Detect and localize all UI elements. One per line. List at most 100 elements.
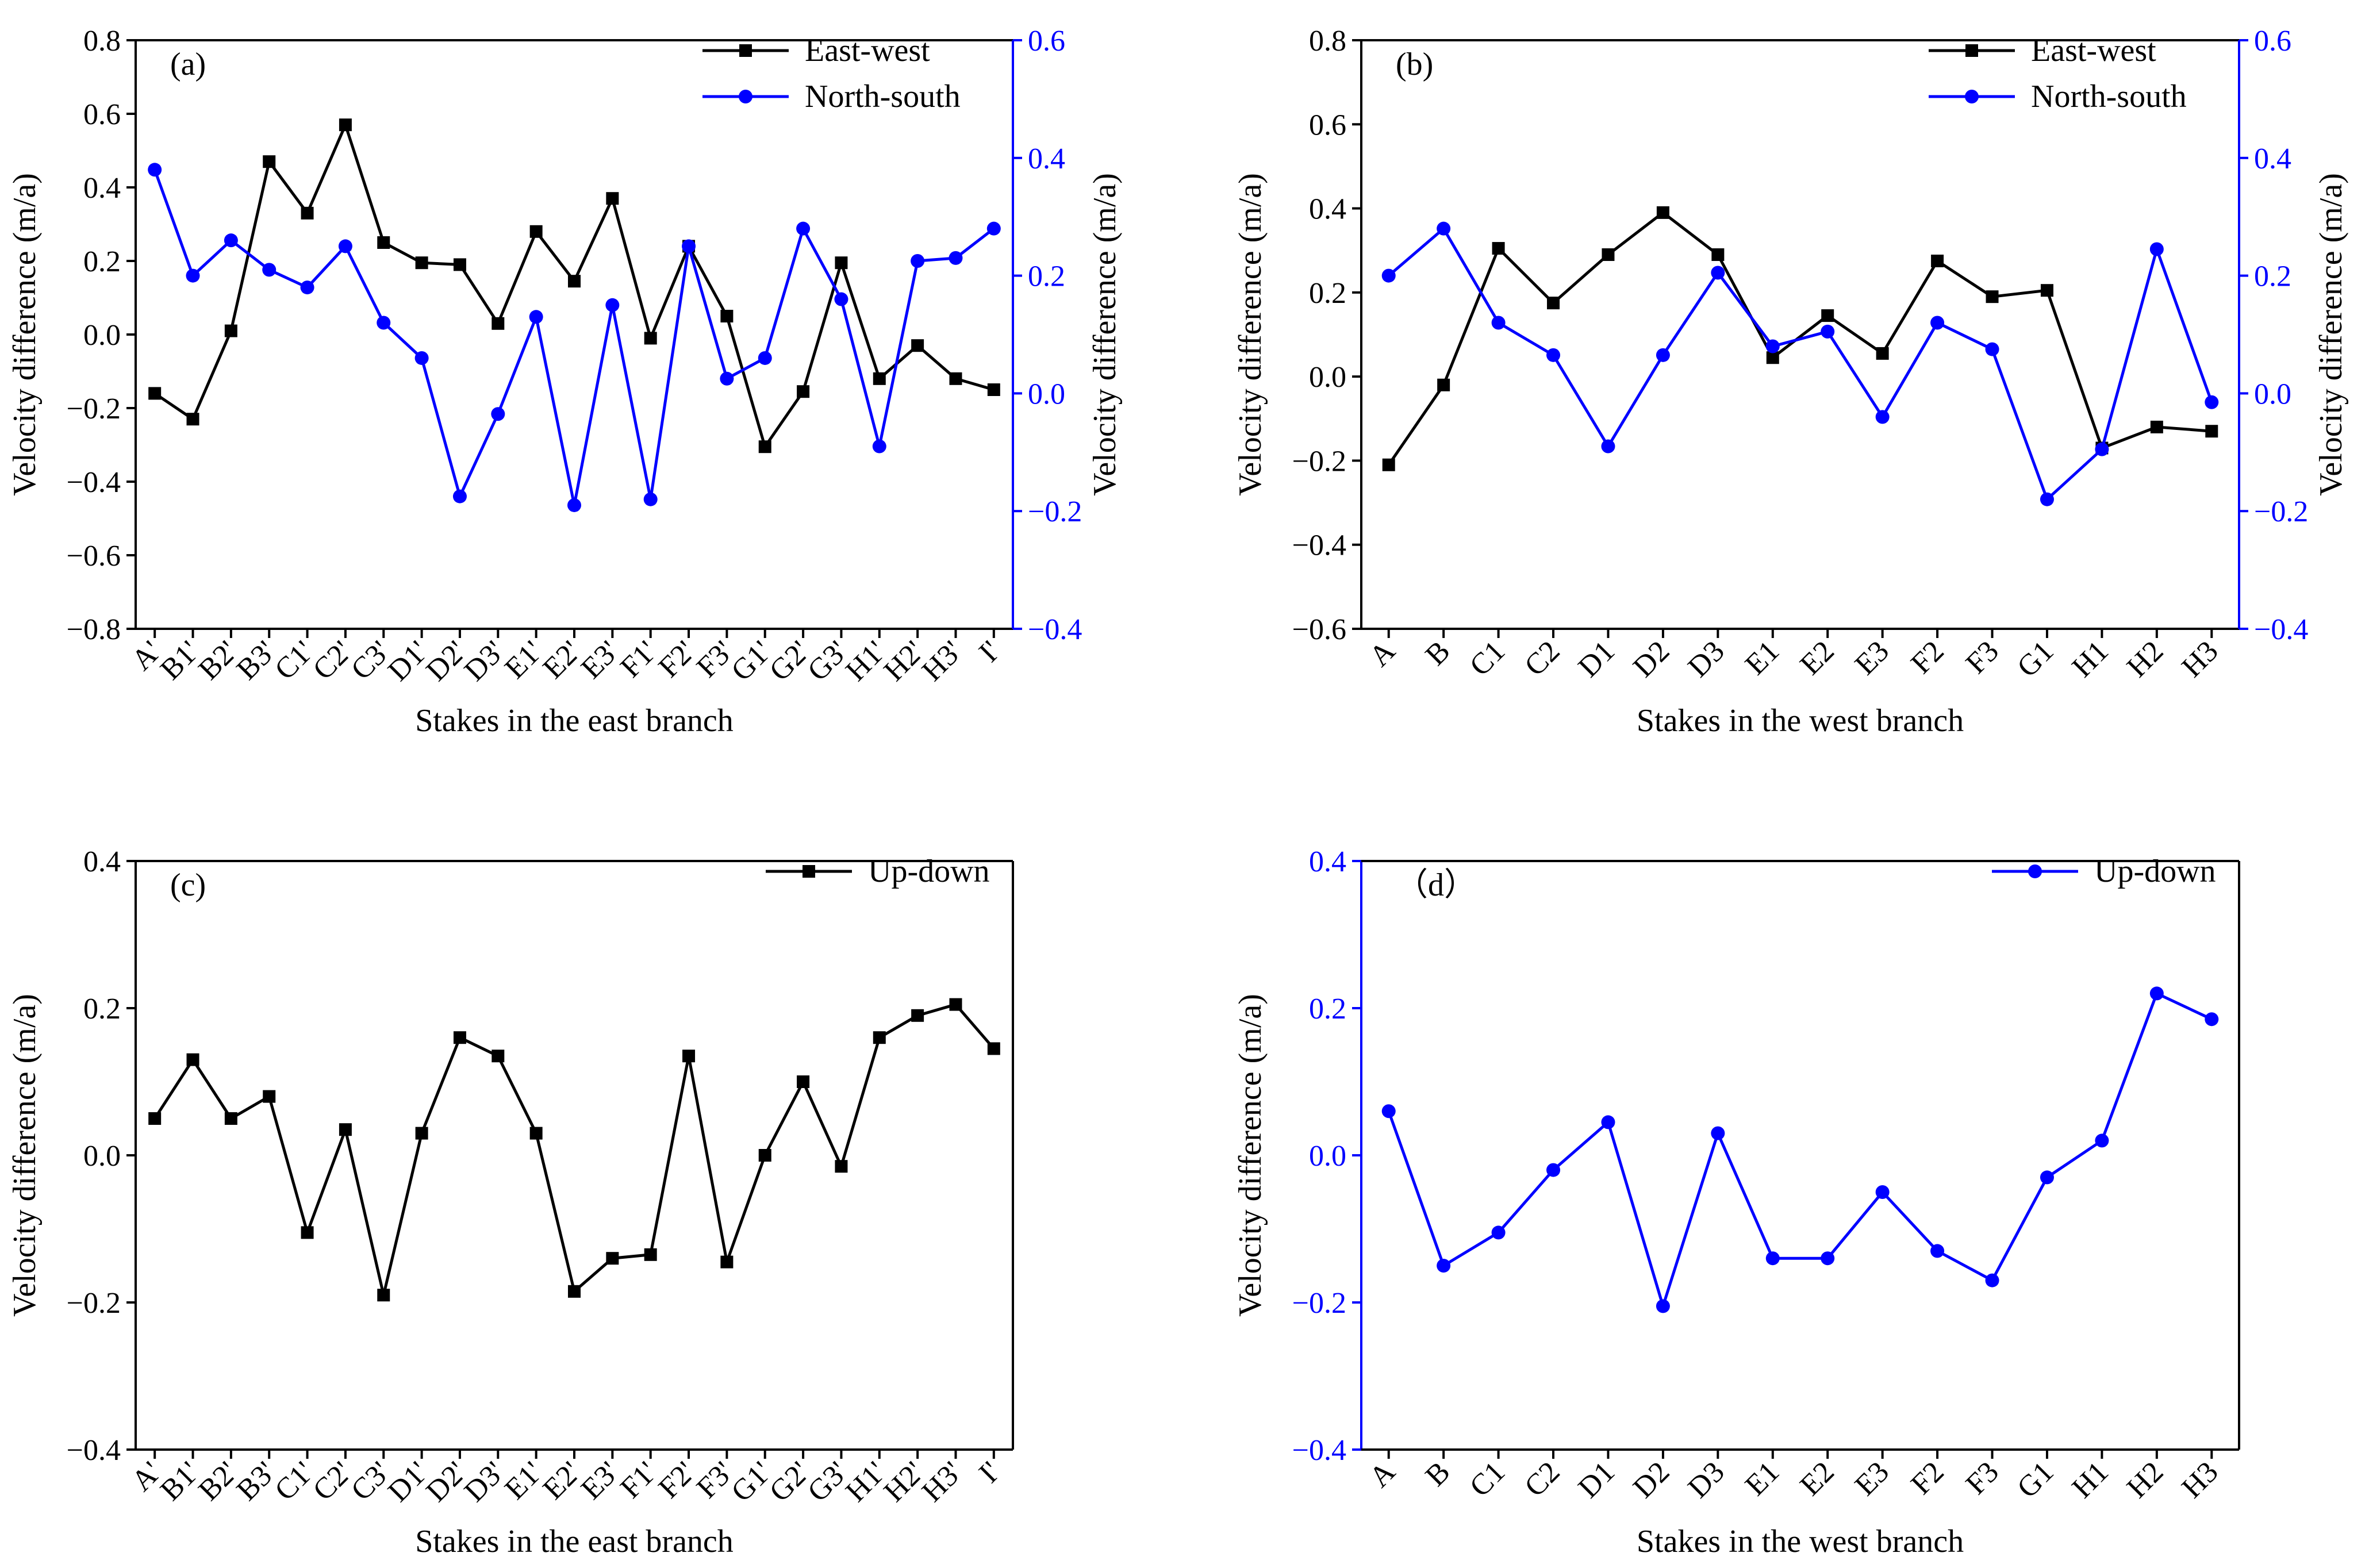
x-tick-label: B <box>1419 1455 1457 1493</box>
x-tick-label: E1 <box>1739 635 1786 681</box>
panel-c: −0.4−0.20.00.20.4A'B1'B2'B3'C1'C2'C3'D1'… <box>7 846 1014 1559</box>
y-tick-label: −0.2 <box>67 1287 121 1320</box>
series-line <box>1387 991 2213 1311</box>
data-point <box>1656 348 1670 362</box>
series-east-west <box>1382 206 2218 471</box>
y-axis-label: Velocity difference (m/a) <box>1233 994 1268 1317</box>
x-tick-label: C1 <box>1464 635 1511 682</box>
x-tick-label: F3 <box>1960 635 2005 680</box>
data-point <box>186 413 199 426</box>
data-point <box>986 221 1001 236</box>
y-tick-label: 0.0 <box>83 1140 121 1173</box>
x-tick-label: H1 <box>2066 635 2115 683</box>
x-tick-label: D3 <box>1682 635 1731 683</box>
data-point <box>1875 410 1890 424</box>
data-point <box>682 239 696 253</box>
data-point <box>186 268 200 283</box>
y-tick-label-right: 0.6 <box>1028 25 1065 57</box>
legend-label: Up-down <box>2094 854 2216 889</box>
data-point <box>148 387 162 400</box>
panel-label: (b) <box>1396 47 1433 82</box>
x-tick-label: D2 <box>1627 1455 1676 1504</box>
data-point <box>644 1248 657 1261</box>
data-point <box>148 163 162 177</box>
data-point <box>2149 986 2164 1001</box>
data-point <box>872 439 886 454</box>
data-point <box>1546 1163 1561 1177</box>
data-point <box>643 492 658 506</box>
data-point <box>797 385 810 398</box>
data-point <box>414 351 429 365</box>
legend-label: Up-down <box>868 854 990 889</box>
data-point <box>1381 268 1396 283</box>
y-tick-label: −0.2 <box>1292 1287 1346 1320</box>
y-tick-label: 0.8 <box>1309 25 1346 57</box>
data-point <box>453 258 466 271</box>
y-tick-label-right: 0.6 <box>2254 25 2291 57</box>
legend-label: East-west <box>2031 33 2156 68</box>
data-point <box>491 407 505 421</box>
x-tick-label: H2 <box>2121 1455 2170 1504</box>
x-tick-label: D3 <box>1682 1455 1731 1504</box>
data-point <box>1601 1115 1615 1129</box>
data-point <box>796 221 811 236</box>
y-axis-label-right: Velocity difference (m/a) <box>2313 173 2349 496</box>
data-point <box>873 1031 886 1044</box>
x-tick-label: H2 <box>2121 635 2170 683</box>
x-tick-label: H3 <box>2176 1455 2225 1504</box>
y-tick-label: −0.6 <box>67 540 121 572</box>
data-point <box>835 256 848 270</box>
data-point <box>1821 1251 1835 1266</box>
y-tick-label: 0.2 <box>1309 993 1346 1025</box>
y-tick-label: 0.0 <box>83 319 121 352</box>
data-point <box>1546 348 1561 362</box>
data-point <box>2149 242 2164 256</box>
data-point <box>949 251 963 265</box>
data-point <box>1821 324 1835 339</box>
data-point <box>873 372 886 385</box>
legend-marker <box>739 44 752 57</box>
x-tick-label: E2 <box>1794 635 1841 681</box>
x-tick-label: E3 <box>1849 1455 1895 1502</box>
x-tick-label: H1 <box>2066 1455 2115 1504</box>
x-tick-label: E1 <box>1739 1455 1786 1502</box>
data-point <box>1656 1299 1670 1313</box>
y-tick-label-right: −0.4 <box>1028 613 1082 646</box>
y-tick-label: −0.4 <box>67 1434 121 1467</box>
y-tick-label: −0.4 <box>1292 1434 1346 1467</box>
data-point <box>1821 309 1834 322</box>
data-point <box>262 263 277 277</box>
x-axis-label: Stakes in the west branch <box>1637 703 1964 739</box>
y-axis-label-right: Velocity difference (m/a) <box>1087 173 1123 496</box>
x-tick-label: H3 <box>2176 635 2225 683</box>
data-point <box>301 1226 314 1239</box>
x-tick-label: D1 <box>1572 635 1621 683</box>
series-line <box>1387 210 2212 466</box>
legend-label: North-south <box>805 79 961 114</box>
series-line <box>153 1002 995 1296</box>
series-up-down <box>1381 986 2219 1313</box>
data-point <box>1491 316 1506 330</box>
y-tick-label: −0.4 <box>67 466 121 499</box>
data-point <box>529 225 543 238</box>
data-point <box>987 383 1000 396</box>
data-point <box>453 1031 466 1044</box>
y-tick-label-right: 0.2 <box>2254 260 2291 293</box>
x-tick-label: H3' <box>916 635 969 687</box>
data-point <box>682 1050 696 1063</box>
panel-d: −0.4 −0.2 0.0 0.2 0.4 A B C1 C2 D1 D2 D3 E1 E2 E3 F2 F3 G… <box>1233 846 2240 1559</box>
data-point <box>720 1255 734 1269</box>
data-point <box>1930 1244 1945 1258</box>
data-point <box>1765 339 1780 353</box>
data-point <box>2150 420 2163 433</box>
x-tick-label: C2 <box>1518 1455 1566 1503</box>
y-tick-label: −0.8 <box>67 613 121 646</box>
y-tick-label-right: 0.2 <box>1028 260 1065 293</box>
panel-b: −0.6 −0.4 −0.2 0.0 0.2 0.4 0.6 0.8 −0.4 −0.2 0.0 0.… <box>1233 25 2349 739</box>
data-point <box>911 339 924 352</box>
y-tick-label: −0.2 <box>67 393 121 425</box>
data-point <box>758 351 772 365</box>
legend-label: North-south <box>2031 79 2187 114</box>
y-axis-label: Velocity difference (m/a) <box>7 994 43 1317</box>
